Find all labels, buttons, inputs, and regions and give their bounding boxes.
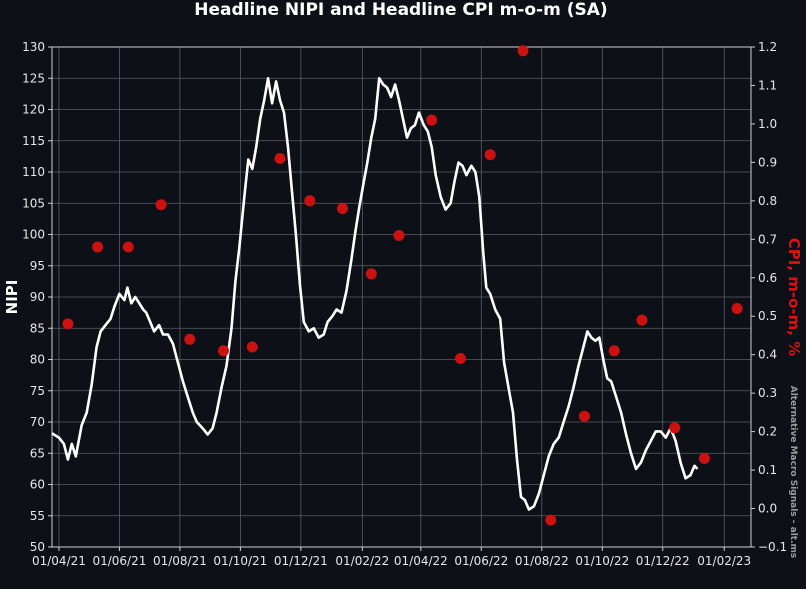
cpi-point (155, 199, 167, 211)
right-tick-label: −0.1 (758, 540, 787, 554)
cpi-point (304, 195, 316, 207)
left-tick-label: 115 (22, 134, 45, 148)
right-tick-label: 1.1 (758, 78, 777, 92)
x-tick-label: 01/08/21 (153, 554, 207, 568)
right-tick-label: 0.2 (758, 425, 777, 439)
left-tick-label: 125 (22, 71, 45, 85)
left-tick-label: 105 (22, 196, 45, 210)
right-tick-label: 0.1 (758, 463, 777, 477)
cpi-point (636, 314, 648, 326)
cpi-point (337, 203, 348, 214)
left-tick-label: 65 (30, 446, 45, 460)
left-tick-label: 75 (30, 384, 45, 398)
cpi-point (365, 268, 377, 280)
cpi-point (484, 149, 496, 161)
left-tick-label: 80 (30, 353, 45, 367)
cpi-point (122, 241, 134, 253)
right-tick-label: 0.4 (758, 348, 777, 362)
cpi-point (426, 114, 438, 126)
right-tick-label: 1.0 (758, 117, 777, 131)
left-tick-label: 55 (30, 509, 45, 523)
cpi-point (455, 353, 466, 364)
x-tick-label: 01/06/21 (92, 554, 146, 568)
left-axis-label: NIPI (3, 280, 21, 315)
right-tick-label: 0.7 (758, 232, 777, 246)
cpi-point (184, 333, 196, 345)
cpi-point (92, 241, 104, 253)
left-axis-ticks: 50 55 60 65 70 75 80 85 90 95 100 105 110 115 120 125 13… (22, 40, 52, 554)
left-tick-label: 85 (30, 321, 45, 335)
left-tick-label: 130 (22, 40, 45, 54)
right-tick-label: 0.5 (758, 309, 777, 323)
cpi-point (274, 153, 286, 164)
x-tick-label: 01/08/22 (515, 554, 569, 568)
cpi-point (545, 514, 557, 526)
nipi-series (51, 77, 699, 511)
right-tick-label: 0.0 (758, 502, 777, 516)
right-tick-label: 0.9 (758, 155, 777, 169)
x-tick-label: 01/02/22 (335, 554, 389, 568)
left-tick-label: 95 (30, 259, 45, 273)
x-tick-label: 01/10/21 (213, 554, 267, 568)
x-tick-label: 01/04/21 (32, 554, 86, 568)
cpi-point (578, 410, 590, 422)
cpi-point (246, 341, 258, 353)
cpi-point (62, 318, 74, 330)
cpi-point (218, 345, 229, 357)
left-tick-label: 100 (22, 228, 45, 242)
left-tick-label: 70 (30, 415, 45, 429)
x-tick-label: 01/12/22 (636, 554, 690, 568)
chart-title: Headline NIPI and Headline CPI m-o-m (SA… (194, 0, 607, 20)
watermark: Alternative Macro Signals - alt.ms (788, 386, 798, 559)
cpi-series (62, 45, 743, 526)
cpi-point (731, 303, 743, 314)
right-tick-label: 0.3 (758, 386, 777, 400)
x-axis-ticks: 01/04/21 01/06/21 01/08/21 01/10/21 01/12/21… (32, 547, 751, 568)
nipi-line (51, 77, 699, 511)
cpi-point (517, 45, 529, 57)
right-tick-label: 0.8 (758, 194, 777, 208)
right-tick-label: 0.6 (758, 271, 777, 285)
left-tick-label: 90 (30, 290, 45, 304)
cpi-point (608, 345, 620, 357)
left-tick-label: 60 (30, 478, 45, 492)
left-tick-label: 50 (30, 540, 45, 554)
cpi-point (669, 422, 681, 434)
left-tick-label: 120 (22, 103, 45, 117)
x-tick-label: 01/06/22 (454, 554, 508, 568)
x-tick-label: 01/04/22 (394, 554, 448, 568)
right-tick-label: 1.2 (758, 40, 777, 54)
left-tick-label: 110 (22, 165, 45, 179)
cpi-point (393, 230, 405, 241)
x-tick-label: 01/02/23 (697, 554, 751, 568)
x-tick-label: 01/10/22 (575, 554, 629, 568)
right-axis-label: CPI, m-o-m, % (785, 238, 803, 356)
right-axis-ticks: −0.1 0.0 0.1 0.2 0.3 0.4 0.5 0.6 0.7 0.8 0.9 1.0 1.1… (751, 40, 787, 554)
cpi-point (698, 453, 710, 464)
x-tick-label: 01/12/21 (274, 554, 328, 568)
